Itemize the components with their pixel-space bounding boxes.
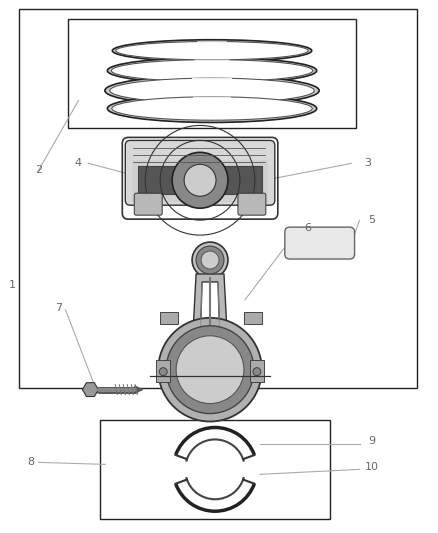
Text: 4: 4 bbox=[75, 158, 82, 168]
Text: 10: 10 bbox=[364, 462, 378, 472]
Bar bbox=[160, 312, 178, 324]
Bar bbox=[68, 19, 356, 128]
Bar bbox=[244, 312, 262, 324]
Bar bbox=[19, 9, 417, 387]
FancyBboxPatch shape bbox=[134, 193, 162, 215]
Text: 8: 8 bbox=[27, 457, 34, 467]
Text: 3: 3 bbox=[364, 158, 371, 168]
Circle shape bbox=[201, 251, 219, 269]
Text: 5: 5 bbox=[368, 215, 375, 225]
Circle shape bbox=[184, 164, 216, 196]
Bar bbox=[132, 160, 268, 202]
Ellipse shape bbox=[112, 97, 312, 120]
Text: 6: 6 bbox=[304, 223, 311, 233]
FancyBboxPatch shape bbox=[125, 140, 275, 205]
FancyBboxPatch shape bbox=[285, 227, 355, 259]
Bar bbox=[250, 360, 264, 382]
Polygon shape bbox=[82, 383, 99, 397]
Ellipse shape bbox=[116, 42, 308, 60]
Circle shape bbox=[172, 152, 228, 208]
Bar bbox=[100, 419, 330, 519]
Text: 1: 1 bbox=[9, 280, 16, 290]
Circle shape bbox=[196, 246, 224, 274]
Circle shape bbox=[159, 368, 167, 376]
Circle shape bbox=[192, 242, 228, 278]
Bar bbox=[156, 360, 170, 382]
Ellipse shape bbox=[105, 76, 319, 106]
Ellipse shape bbox=[110, 78, 314, 103]
Circle shape bbox=[158, 318, 262, 422]
Ellipse shape bbox=[107, 58, 317, 84]
Text: 7: 7 bbox=[55, 303, 62, 313]
Ellipse shape bbox=[112, 40, 312, 62]
Ellipse shape bbox=[111, 60, 313, 82]
Circle shape bbox=[166, 326, 254, 414]
Circle shape bbox=[253, 368, 261, 376]
Polygon shape bbox=[192, 274, 228, 350]
Text: 9: 9 bbox=[368, 437, 375, 447]
FancyBboxPatch shape bbox=[238, 193, 266, 215]
Text: 2: 2 bbox=[35, 165, 42, 175]
Circle shape bbox=[176, 336, 244, 403]
Bar bbox=[138, 166, 262, 194]
Ellipse shape bbox=[107, 94, 317, 123]
